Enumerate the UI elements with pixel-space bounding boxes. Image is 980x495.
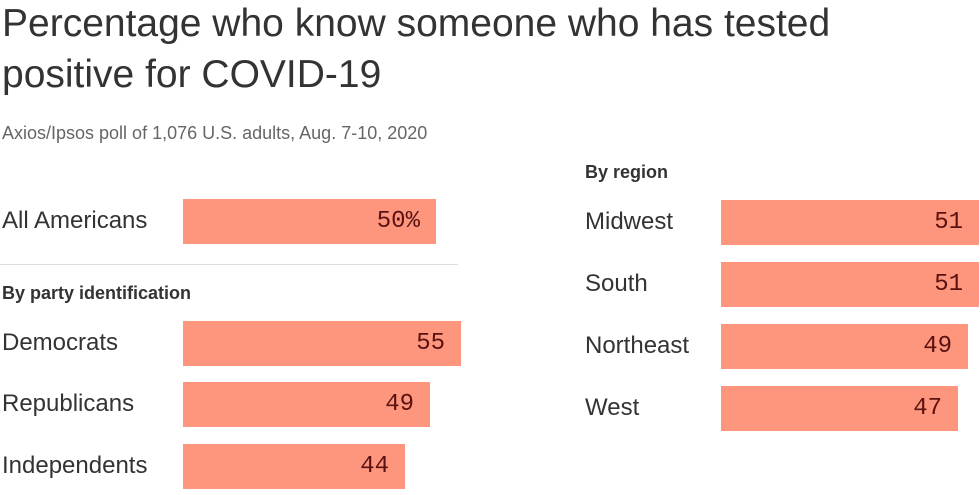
value-label-all-americans: 50% — [376, 208, 420, 235]
value-label-midwest: 51 — [934, 209, 963, 236]
category-label-democrats: Democrats — [2, 329, 119, 356]
value-label-west: 47 — [913, 395, 942, 422]
bar-south — [721, 262, 979, 307]
divider — [0, 264, 458, 265]
category-label-republicans: Republicans — [2, 390, 135, 417]
bar-democrats — [183, 321, 461, 366]
bar-independents — [183, 444, 405, 489]
bar-northeast — [721, 324, 968, 369]
value-label-democrats: 55 — [416, 330, 445, 357]
bar-west — [721, 386, 958, 431]
category-label-south: South — [585, 270, 648, 297]
bar-all-americans — [183, 199, 436, 244]
value-label-republicans: 49 — [385, 391, 414, 418]
category-label-midwest: Midwest — [585, 208, 674, 235]
category-label-independents: Independents — [2, 452, 148, 479]
category-label-all-americans: All Americans — [2, 207, 148, 234]
bar-midwest — [721, 200, 979, 245]
category-label-west: West — [585, 394, 640, 421]
party-section-label: By party identification — [2, 283, 192, 303]
region-section-label: By region — [585, 162, 669, 182]
value-label-northeast: 49 — [923, 333, 952, 360]
value-label-independents: 44 — [360, 453, 389, 480]
chart-subtitle: Axios/Ipsos poll of 1,076 U.S. adults, A… — [2, 123, 428, 143]
bar-republicans — [183, 382, 430, 427]
category-label-northeast: Northeast — [585, 332, 690, 359]
chart-title: Percentage who know someone who has test… — [2, 2, 831, 96]
value-label-south: 51 — [934, 271, 963, 298]
